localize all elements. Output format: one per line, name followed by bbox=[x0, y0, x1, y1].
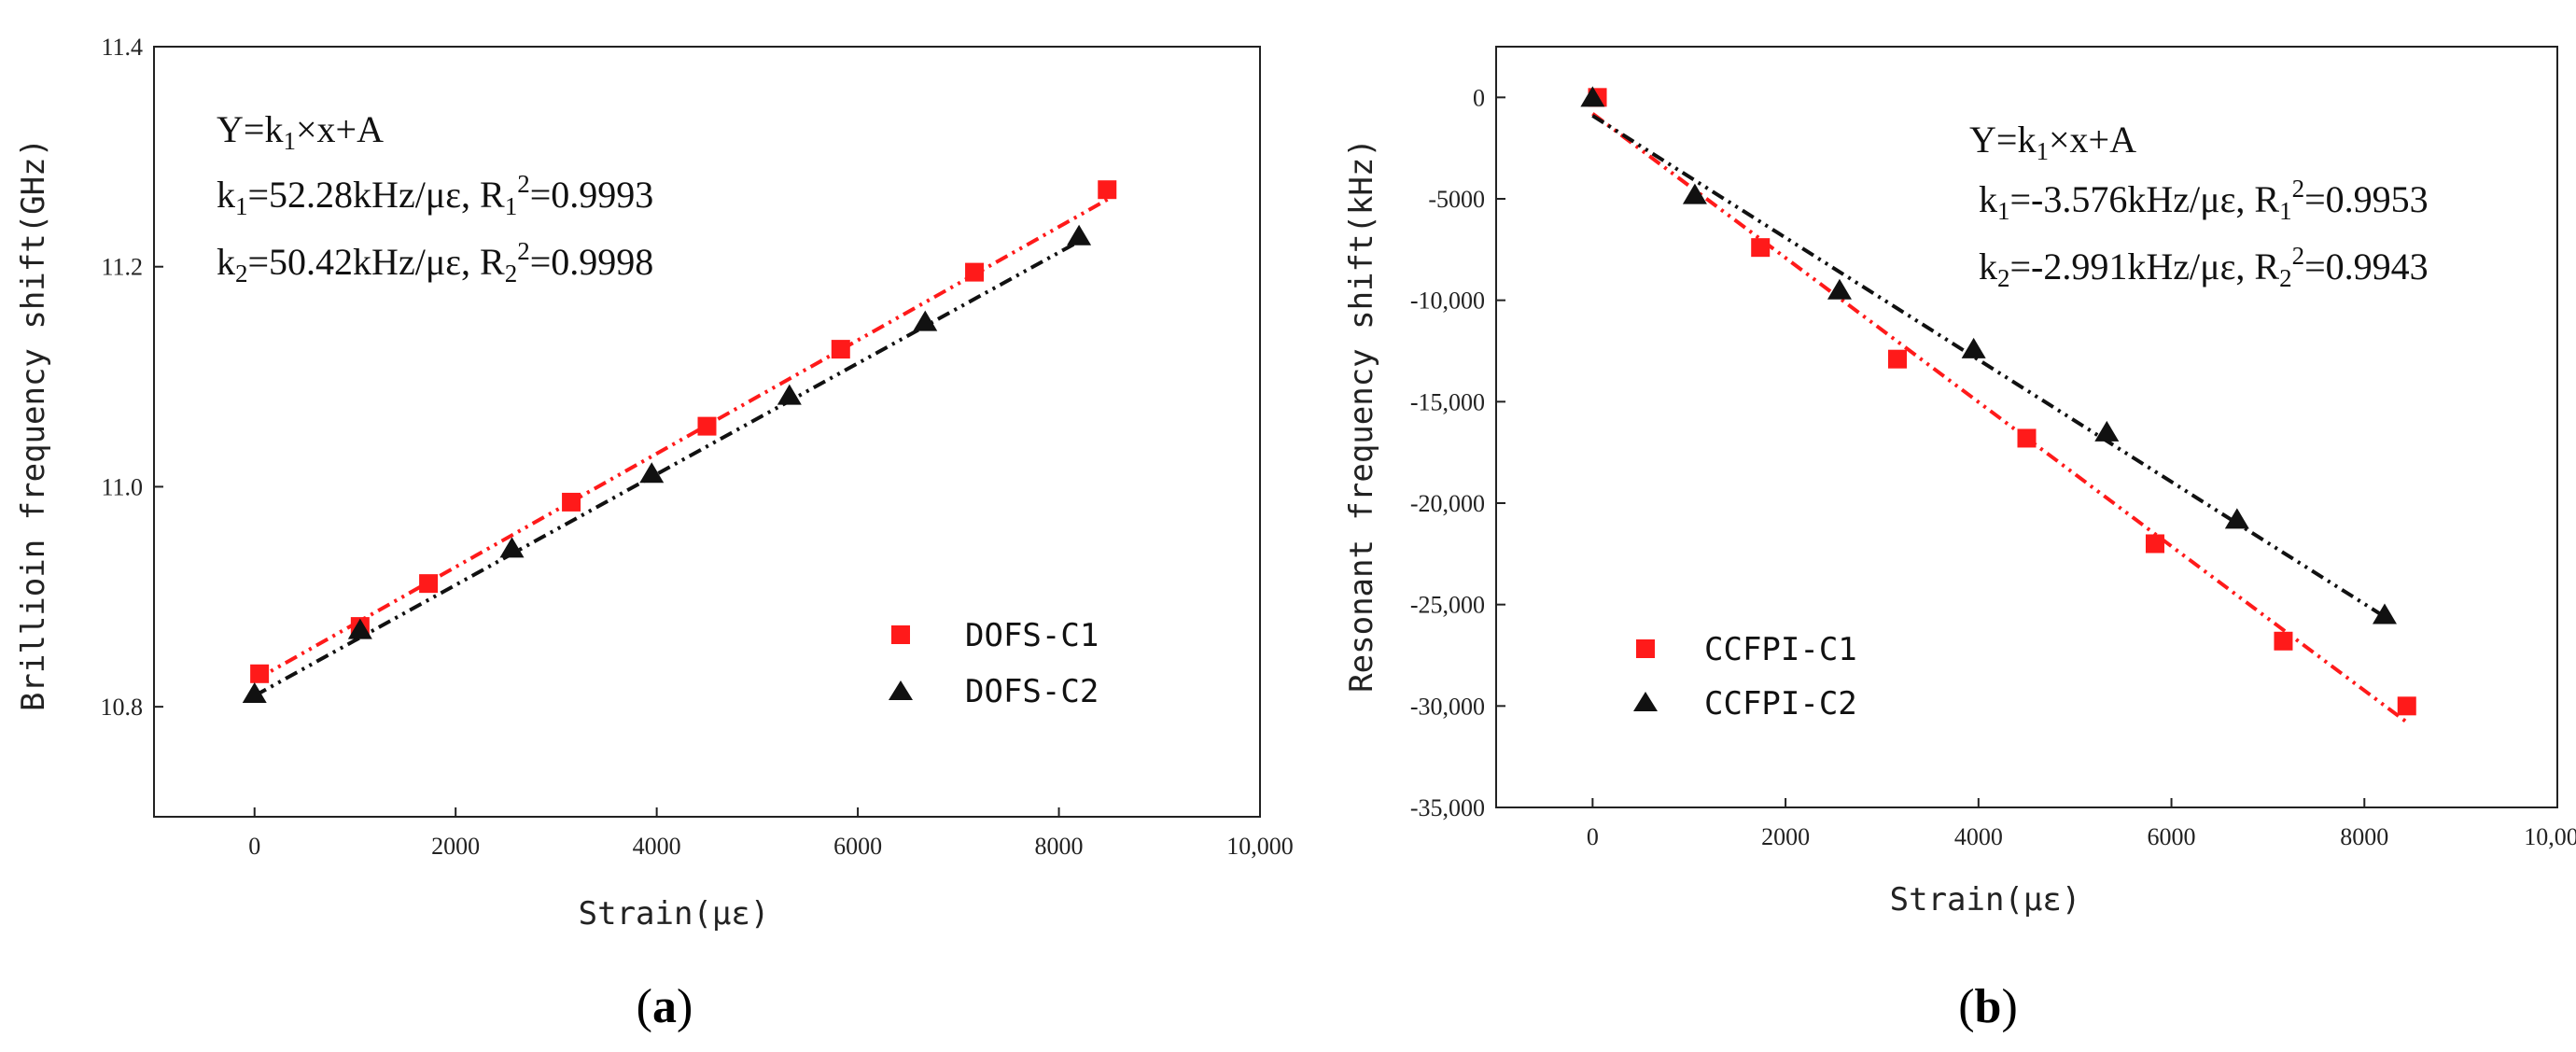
panel-a-chart: 0 2000 4000 6000 8000 10,00010.811.011.211.4 … bbox=[15, 34, 1294, 1033]
panel-b-y-tick-label: -15,000 bbox=[1410, 388, 1485, 415]
panel-a-point-square bbox=[250, 664, 270, 683]
panel-a-label: (a) bbox=[637, 980, 693, 1033]
panel-a-x-tick-label: 0 bbox=[248, 833, 260, 860]
panel-a-point-square bbox=[1098, 180, 1117, 200]
panel-a-point-square bbox=[562, 492, 581, 512]
panel-a-y-tick-label: 11.0 bbox=[101, 473, 143, 500]
panel-a-point-square bbox=[831, 340, 850, 359]
panel-b-y-tick-label: 0 bbox=[1473, 84, 1485, 111]
panel-b-y-tick-label: -10,000 bbox=[1410, 288, 1485, 315]
panel-b-x-tick-label: 10,000 bbox=[2524, 823, 2576, 850]
panel-a-point-triangle bbox=[347, 618, 372, 639]
panel-b-fit-lines bbox=[1591, 112, 2408, 724]
panel-b-fit1: k1=-3.576kHz/με, R12=0.9953 bbox=[1979, 175, 2429, 225]
panel-b-y-tick-label: -30,000 bbox=[1410, 693, 1485, 720]
panel-b-x-tick-label: 6000 bbox=[2148, 823, 2196, 850]
panel-b-y-axis-label: Resonant frequency shift(kHz) bbox=[1343, 138, 1380, 693]
panel-b-point-triangle bbox=[1961, 337, 1986, 358]
panel-a-point-triangle bbox=[499, 537, 525, 558]
legend-marker-square bbox=[891, 625, 910, 644]
panel-b-point-triangle bbox=[1682, 183, 1707, 204]
panel-a-y-tick-label: 11.2 bbox=[101, 254, 143, 281]
panel-a-data-points bbox=[242, 180, 1117, 703]
panel-b-legend-label-2: CCFPI-C2 bbox=[1704, 685, 1857, 722]
panel-b-x-tick-label: 2000 bbox=[1761, 823, 1810, 850]
panel-a-y-axis-label: Brillioin frequency shift(GHz) bbox=[15, 138, 52, 711]
panel-b-y-tick-label: -35,000 bbox=[1410, 794, 1485, 821]
panel-a-point-triangle bbox=[1067, 224, 1092, 245]
panel-a-x-tick-label: 10,000 bbox=[1226, 833, 1294, 860]
panel-b-point-triangle bbox=[2372, 603, 2397, 624]
panel-b-label: (b) bbox=[1958, 980, 2018, 1033]
panel-b-y-tick-label: -20,000 bbox=[1410, 490, 1485, 517]
panel-a-fit1: k1=52.28kHz/με, R12=0.9993 bbox=[217, 170, 653, 220]
panel-a-x-tick-label: 2000 bbox=[431, 833, 480, 860]
panel-b-point-triangle bbox=[2094, 420, 2120, 442]
panel-a-point-square bbox=[419, 574, 439, 594]
panel-b-point-square bbox=[1887, 349, 1907, 369]
panel-b-legend-label-1: CCFPI-C1 bbox=[1704, 631, 1857, 668]
panel-a-x-axis-label: Strain(με) bbox=[579, 895, 770, 933]
panel-b-data-points bbox=[1580, 86, 2416, 716]
panel-b-legend: CCFPI-C1 CCFPI-C2 bbox=[1633, 631, 1857, 722]
panel-a-ticks: 0 2000 4000 6000 8000 10,000 10.8 11.0 11.2 11.4 bbox=[101, 34, 1294, 860]
panel-b-x-tick-label: 4000 bbox=[1954, 823, 2003, 850]
panel-b-point-square bbox=[2397, 696, 2416, 716]
panel-b-point-square bbox=[2017, 428, 2037, 448]
legend-marker-triangle bbox=[889, 680, 913, 700]
legend-marker-square bbox=[1636, 639, 1655, 658]
panel-a-point-square bbox=[965, 262, 985, 282]
panel-a-equation: Y=k1×x+A bbox=[217, 108, 384, 155]
panel-a-y-tick-label: 11.4 bbox=[101, 34, 143, 61]
panel-a-x-tick-label: 8000 bbox=[1035, 833, 1084, 860]
panel-a-point-triangle bbox=[639, 462, 665, 484]
panel-b-point-square bbox=[2145, 534, 2164, 554]
panel-b-point-square bbox=[1751, 238, 1771, 258]
panel-b-y-tick-label: -5000 bbox=[1428, 186, 1485, 213]
panel-b-ticks: 0 2000 4000 6000 8000 10,000 0 -5000 -10,000 -15,… bbox=[1410, 84, 2576, 850]
panel-b-point-triangle bbox=[2224, 508, 2249, 529]
panel-b-point-square bbox=[2274, 631, 2293, 651]
panel-b-plot-frame bbox=[1495, 46, 2558, 808]
legend-marker-triangle bbox=[1633, 692, 1658, 711]
panel-b-x-tick-label: 8000 bbox=[2340, 823, 2388, 850]
panel-b-chart: 0 2000 4000 6000 8000 10,000 0 -5000 -10,000 -15,… bbox=[1343, 46, 2576, 1033]
panel-a-legend: DOFS-C1 DOFS-C2 bbox=[889, 617, 1099, 710]
panel-b-y-tick-label: -25,000 bbox=[1410, 592, 1485, 619]
panel-a-point-square bbox=[697, 416, 717, 436]
panel-b-fit-line-2 bbox=[1591, 114, 2387, 619]
panel-a-fit-line-2 bbox=[253, 239, 1081, 698]
panel-b-fit-line-1 bbox=[1591, 112, 2408, 724]
panel-a-y-tick-label: 10.8 bbox=[101, 694, 144, 721]
panel-a-plot-frame bbox=[153, 46, 1261, 818]
panel-a-legend-label-2: DOFS-C2 bbox=[965, 673, 1099, 710]
panel-a-x-tick-label: 6000 bbox=[833, 833, 882, 860]
panel-b-x-axis-label: Strain(με) bbox=[1890, 881, 2081, 919]
panel-b-point-triangle bbox=[1827, 278, 1852, 300]
panel-b-fit2: k2=-2.991kHz/με, R22=0.9943 bbox=[1979, 242, 2429, 292]
panel-a-legend-label-1: DOFS-C1 bbox=[965, 617, 1099, 654]
panel-b-x-tick-label: 0 bbox=[1587, 823, 1599, 850]
panel-a-point-triangle bbox=[242, 682, 267, 703]
panel-a-fit2: k2=50.42kHz/με, R22=0.9998 bbox=[217, 237, 653, 288]
panel-b-point-triangle bbox=[1580, 86, 1605, 107]
panel-a-x-tick-label: 4000 bbox=[633, 833, 681, 860]
panel-b-equation: Y=k1×x+A bbox=[1969, 119, 2136, 165]
panel-a-point-triangle bbox=[913, 310, 938, 331]
panel-a-point-triangle bbox=[777, 384, 802, 405]
